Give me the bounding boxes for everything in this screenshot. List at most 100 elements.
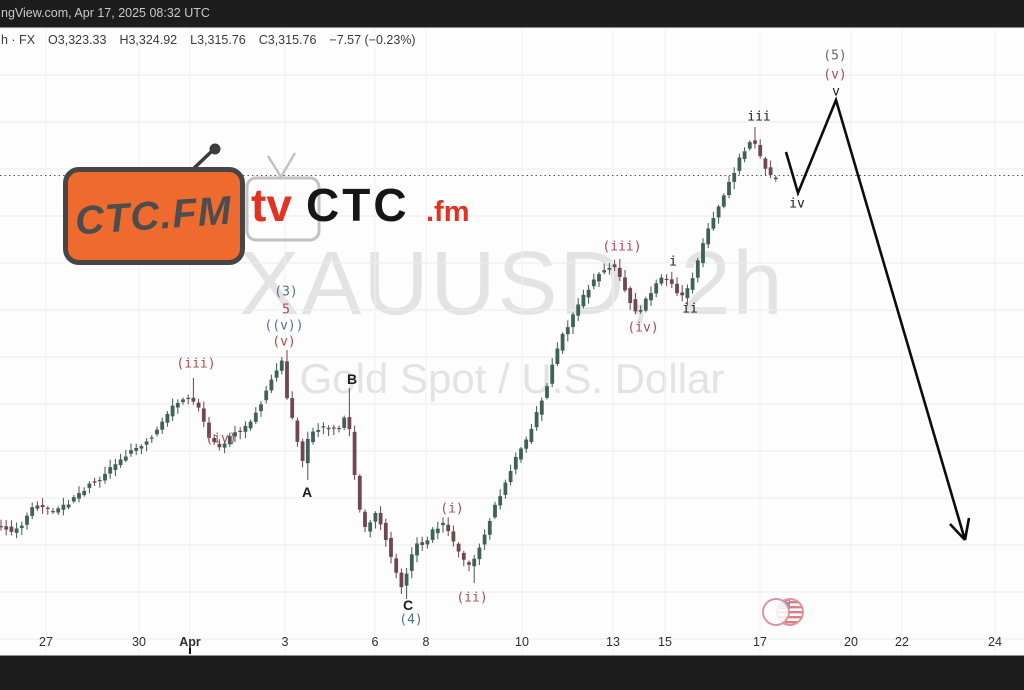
candle-body	[524, 439, 529, 449]
candle-body	[628, 288, 633, 303]
candle-body	[612, 264, 617, 268]
wave-label[interactable]: ii	[682, 302, 698, 317]
candle-body	[248, 421, 253, 429]
wave-label[interactable]: iii	[747, 110, 770, 125]
candle-body	[227, 435, 232, 445]
candle-body	[753, 140, 757, 144]
candle-body	[269, 379, 274, 391]
candle-body	[363, 511, 367, 527]
candle-body	[19, 525, 24, 529]
candle-body	[4, 526, 9, 530]
candle-body	[591, 279, 596, 287]
candle-body	[482, 534, 487, 545]
top-bar-attribution: ngView.com, Apr 17, 2025 08:32 UTC	[1, 6, 210, 20]
candle-body	[300, 441, 305, 461]
candle-body	[331, 427, 336, 429]
candle-body	[321, 426, 326, 428]
wave-label[interactable]: (v)	[272, 335, 295, 350]
candle-body	[456, 543, 461, 552]
wave-label[interactable]: (ii)	[456, 591, 487, 606]
candle-body	[503, 482, 508, 495]
candle-body	[92, 481, 97, 483]
candle-body	[61, 504, 66, 510]
candle-body	[207, 422, 211, 438]
candle-body	[285, 361, 289, 399]
wave-label[interactable]: C	[403, 597, 413, 613]
wave-label[interactable]: ((v))	[264, 319, 303, 334]
candle-body	[716, 206, 721, 218]
candle-body	[181, 399, 185, 403]
candle-body	[175, 402, 180, 408]
candle-body	[555, 348, 560, 364]
wave-label[interactable]: (iii)	[602, 240, 641, 255]
wave-label[interactable]: B	[347, 371, 357, 387]
candle-body	[649, 293, 653, 301]
candle-body	[368, 522, 373, 532]
candle-body	[701, 243, 705, 264]
candle-body	[659, 277, 664, 284]
candle-body	[383, 522, 388, 540]
forecast-arrow	[784, 96, 971, 541]
candle-body	[279, 360, 284, 371]
candle-body	[669, 279, 674, 284]
wave-label[interactable]: iv	[789, 197, 805, 212]
candle-body	[373, 512, 378, 522]
wave-label[interactable]: (4)	[399, 613, 422, 628]
candle-body	[337, 427, 341, 430]
candle-body	[305, 438, 310, 464]
candle-body	[664, 278, 669, 281]
candle-body	[498, 496, 503, 506]
candle-body	[118, 459, 123, 466]
wave-label[interactable]: (iv)	[627, 321, 658, 336]
candle-body	[0, 526, 3, 528]
wave-label[interactable]: (5)	[823, 49, 846, 64]
candle-body	[108, 467, 113, 474]
wave-label[interactable]: v	[832, 85, 840, 100]
candle-body	[430, 529, 435, 540]
x-axis-label: 22	[895, 635, 909, 649]
candle-body	[103, 473, 107, 481]
candle-body	[539, 400, 544, 415]
candle-body	[773, 177, 778, 180]
candle-body	[233, 432, 237, 437]
candle-body	[129, 450, 133, 454]
candle-body	[259, 404, 263, 411]
candle-body	[238, 430, 243, 432]
wave-label[interactable]: (iv)	[205, 432, 236, 447]
candle-body	[144, 441, 149, 445]
wave-label[interactable]: (3)	[274, 285, 297, 300]
candle-body	[123, 456, 128, 461]
wave-label[interactable]: (iii)	[176, 357, 215, 372]
candle-body	[399, 572, 404, 588]
candle-body	[186, 397, 191, 399]
candle-body	[477, 547, 482, 560]
candle-body	[165, 413, 170, 423]
candle-body	[378, 512, 383, 525]
x-axis-label: 30	[132, 635, 146, 649]
candle-body	[217, 443, 222, 448]
candle-body	[565, 327, 570, 335]
candle-body	[742, 151, 747, 160]
wave-label[interactable]: 5	[282, 303, 290, 318]
x-axis-label: 15	[658, 635, 672, 649]
x-axis-label: 6	[372, 635, 379, 649]
x-axis-label: 13	[606, 635, 620, 649]
candle-body	[295, 420, 300, 442]
candle-body	[633, 299, 638, 312]
candle-body	[467, 562, 471, 565]
forecast-zigzag-line[interactable]	[784, 96, 967, 541]
wave-label[interactable]: A	[302, 484, 312, 500]
candle-body	[35, 505, 40, 509]
candle-body	[45, 507, 50, 509]
wave-label[interactable]: i	[669, 255, 677, 270]
quote-close: C3,315.76	[258, 33, 317, 47]
forecast-arrowhead	[963, 517, 971, 541]
candle-body	[623, 277, 627, 291]
candle-body	[191, 397, 196, 402]
candle-body	[571, 314, 575, 328]
wave-label[interactable]: (i)	[440, 502, 463, 517]
candle-body	[508, 471, 513, 483]
wave-label[interactable]: (v)	[823, 68, 846, 83]
